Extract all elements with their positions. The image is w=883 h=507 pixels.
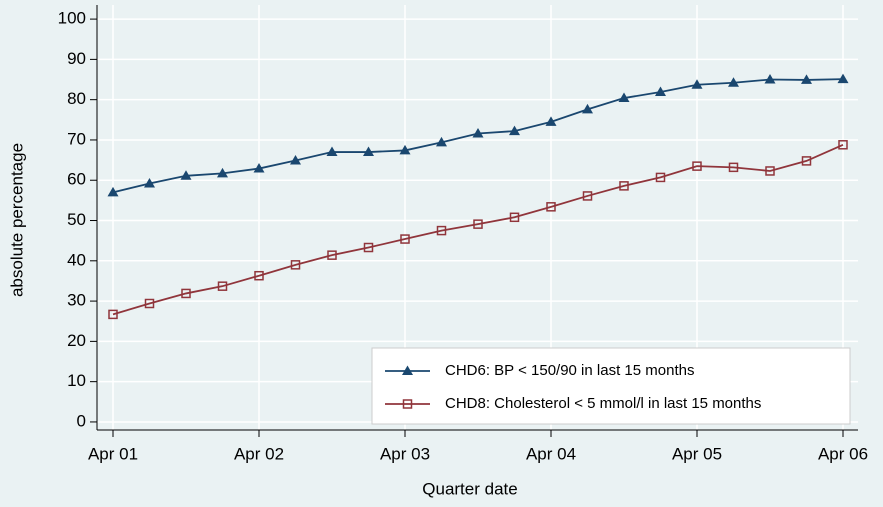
x-tick-label: Apr 05 bbox=[672, 444, 722, 463]
data-point bbox=[801, 156, 812, 166]
data-point bbox=[290, 154, 301, 165]
data-point bbox=[618, 92, 630, 103]
data-point bbox=[253, 163, 265, 173]
x-tick-label: Apr 02 bbox=[234, 444, 284, 463]
data-point bbox=[838, 140, 848, 150]
data-point bbox=[582, 103, 593, 114]
data-point bbox=[509, 125, 520, 136]
series-line bbox=[112, 143, 844, 316]
data-point bbox=[290, 260, 301, 270]
y-tick-label: 20 bbox=[67, 331, 86, 350]
data-point bbox=[217, 167, 228, 178]
data-point bbox=[254, 270, 264, 281]
data-point bbox=[181, 288, 191, 299]
data-point bbox=[436, 136, 447, 147]
y-tick-label: 80 bbox=[67, 89, 86, 108]
data-point bbox=[509, 212, 520, 223]
data-point bbox=[655, 172, 666, 183]
y-axis-title: absolute percentage bbox=[7, 143, 26, 297]
data-point bbox=[327, 250, 337, 260]
data-point bbox=[764, 74, 776, 84]
data-point bbox=[837, 73, 849, 84]
legend-marker bbox=[402, 399, 413, 409]
x-tick-label: Apr 03 bbox=[380, 444, 430, 463]
x-tick-label: Apr 04 bbox=[526, 444, 576, 463]
data-point bbox=[546, 202, 556, 212]
y-tick-label: 70 bbox=[67, 129, 86, 148]
data-point bbox=[326, 146, 338, 157]
data-point bbox=[655, 86, 666, 97]
data-point bbox=[728, 77, 739, 87]
data-point bbox=[400, 234, 410, 244]
x-tick-label: Apr 01 bbox=[88, 444, 138, 463]
data-point bbox=[108, 309, 118, 320]
legend-marker bbox=[402, 365, 413, 375]
y-tick-label: 50 bbox=[67, 210, 86, 229]
y-tick-label: 100 bbox=[58, 9, 86, 28]
y-tick-label: 0 bbox=[77, 411, 86, 430]
data-point bbox=[363, 242, 374, 253]
data-point bbox=[472, 128, 484, 138]
legend bbox=[371, 347, 851, 425]
data-point bbox=[801, 74, 812, 84]
y-tick-label: 60 bbox=[67, 170, 86, 189]
data-point bbox=[399, 144, 411, 155]
data-point bbox=[436, 225, 447, 236]
legend-label: CHD8: Cholesterol < 5 mmol/l in last 15 … bbox=[445, 395, 761, 412]
y-tick-label: 90 bbox=[67, 49, 86, 68]
y-tick-label: 10 bbox=[67, 371, 86, 390]
data-point bbox=[691, 79, 703, 89]
data-point bbox=[765, 166, 775, 176]
data-point bbox=[363, 146, 374, 157]
y-tick-label: 40 bbox=[67, 250, 86, 269]
data-point bbox=[619, 181, 629, 191]
data-point bbox=[545, 116, 557, 126]
x-axis-title: Quarter date bbox=[422, 479, 517, 498]
data-point bbox=[473, 219, 483, 229]
legend-label: CHD6: BP < 150/90 in last 15 months bbox=[445, 362, 694, 379]
data-point bbox=[144, 177, 155, 188]
data-point bbox=[144, 298, 155, 309]
data-point bbox=[217, 281, 228, 291]
data-point bbox=[107, 186, 119, 197]
x-tick-label: Apr 06 bbox=[818, 444, 868, 463]
data-point bbox=[582, 191, 593, 201]
data-point bbox=[692, 161, 702, 171]
data-point bbox=[180, 170, 192, 180]
y-tick-label: 30 bbox=[67, 291, 86, 310]
data-point bbox=[728, 162, 739, 173]
